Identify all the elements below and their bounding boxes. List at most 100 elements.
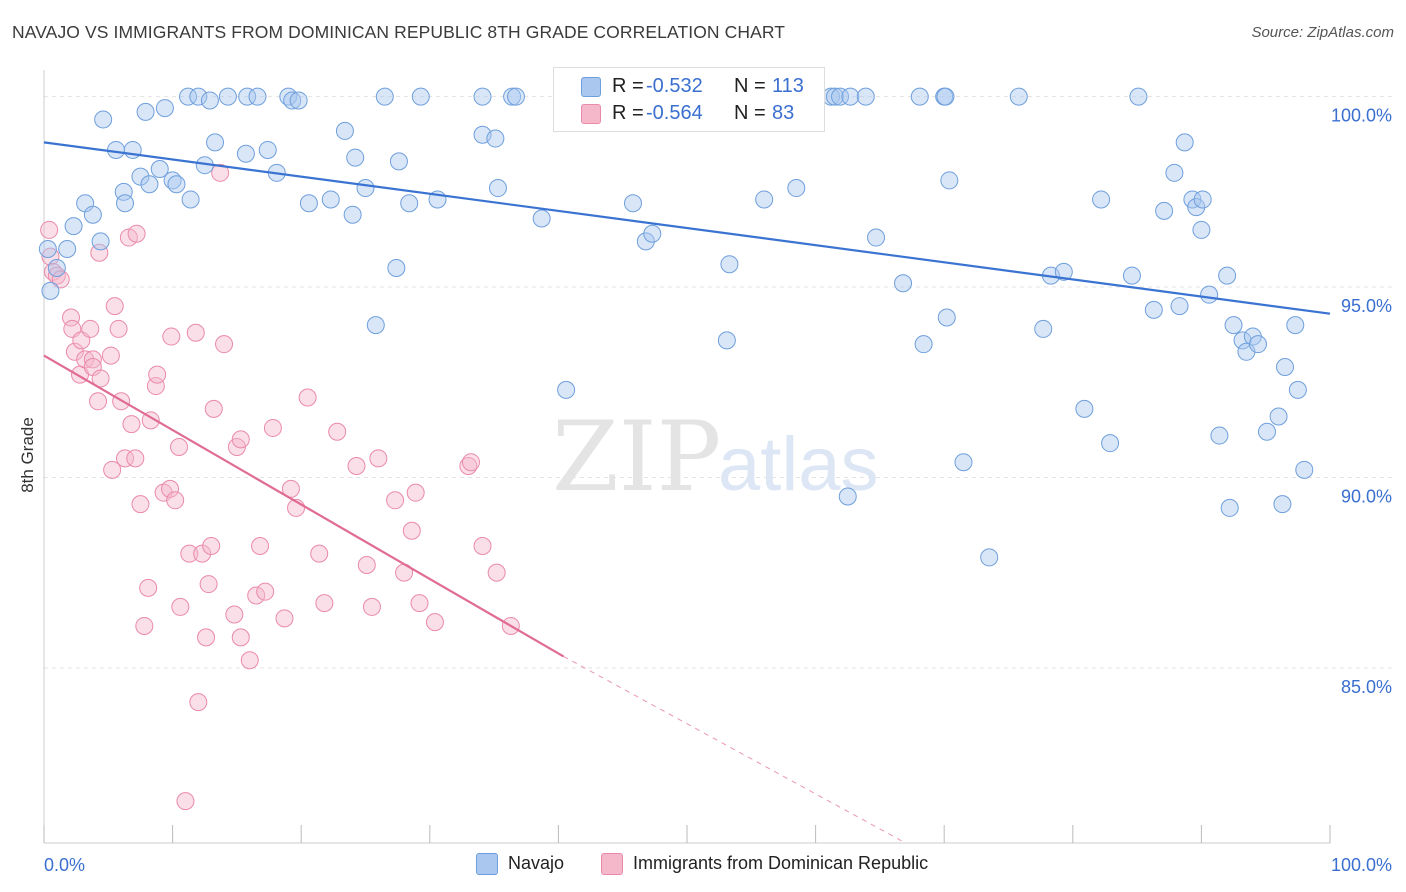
axes bbox=[43, 70, 1331, 844]
navajo-point bbox=[411, 87, 430, 106]
dominican-point bbox=[231, 430, 250, 449]
navajo-point bbox=[831, 87, 850, 106]
navajo-point bbox=[38, 239, 57, 258]
dominican-point bbox=[225, 605, 244, 624]
stats-n-label: N = bbox=[734, 75, 766, 97]
navajo-point bbox=[838, 487, 857, 506]
navajo-trend-line bbox=[43, 141, 1331, 315]
stats-r-value: -0.564 bbox=[646, 102, 703, 124]
navajo-point bbox=[488, 179, 507, 198]
navajo-point bbox=[1165, 163, 1184, 182]
navajo-point bbox=[107, 140, 126, 159]
navajo-point bbox=[1122, 266, 1141, 285]
dominican-point bbox=[126, 449, 145, 468]
dominican-point bbox=[161, 479, 180, 498]
chart-source: Source: ZipAtlas.com bbox=[1251, 24, 1394, 41]
navajo-point bbox=[1187, 198, 1206, 217]
navajo-point bbox=[755, 190, 774, 209]
dominican-point bbox=[166, 491, 185, 510]
dominican-point bbox=[193, 544, 212, 563]
navajo-point bbox=[167, 175, 186, 194]
navajo-point bbox=[1144, 300, 1163, 319]
legend-swatch-navajo bbox=[476, 853, 498, 875]
navajo-point bbox=[623, 194, 642, 213]
navajo-point bbox=[936, 87, 955, 106]
navajo-point bbox=[1286, 316, 1305, 335]
navajo-point bbox=[1210, 426, 1229, 445]
navajo-point bbox=[238, 87, 257, 106]
navajo-point bbox=[636, 232, 655, 251]
navajo-point bbox=[1192, 220, 1211, 239]
dominican-point bbox=[328, 422, 347, 441]
navajo-point bbox=[387, 259, 406, 278]
navajo-point bbox=[400, 194, 419, 213]
dominican-trend-extension bbox=[563, 655, 906, 844]
navajo-point bbox=[1075, 399, 1094, 418]
navajo-point bbox=[1101, 434, 1120, 453]
navajo-point bbox=[335, 121, 354, 140]
dominican-point bbox=[251, 536, 270, 555]
dominican-point bbox=[425, 613, 444, 632]
dominican-point bbox=[76, 350, 95, 369]
legend-label: Immigrants from Dominican Republic bbox=[633, 853, 929, 873]
navajo-point bbox=[1129, 87, 1148, 106]
stats-n-value: 83 bbox=[772, 102, 795, 124]
dominican-point bbox=[197, 628, 216, 647]
navajo-point bbox=[557, 380, 576, 399]
navajo-point bbox=[980, 548, 999, 567]
navajo-point bbox=[841, 87, 860, 106]
navajo-point bbox=[155, 99, 174, 118]
dominican-point bbox=[211, 163, 230, 182]
dominican-point bbox=[162, 327, 181, 346]
stats-swatch-navajo bbox=[581, 77, 601, 97]
dominican-point bbox=[199, 575, 218, 594]
y-tick-label: 95.0% bbox=[1341, 296, 1392, 316]
navajo-point bbox=[1220, 498, 1239, 517]
navajo-point bbox=[910, 87, 929, 106]
watermark-zip: ZIP bbox=[552, 401, 721, 513]
navajo-point bbox=[1034, 319, 1053, 338]
y-tick-label: 85.0% bbox=[1341, 677, 1392, 697]
dominican-point bbox=[122, 415, 141, 434]
navajo-point bbox=[366, 316, 385, 335]
navajo-point bbox=[1269, 407, 1288, 426]
navajo-point bbox=[356, 179, 375, 198]
navajo-point bbox=[1200, 285, 1219, 304]
y-axis-label: 8th Grade bbox=[18, 417, 37, 493]
dominican-point bbox=[116, 449, 135, 468]
navajo-point bbox=[140, 175, 159, 194]
dominican-point bbox=[310, 544, 329, 563]
dominican-point bbox=[171, 597, 190, 616]
navajo-point bbox=[248, 87, 267, 106]
dominican-point bbox=[62, 308, 81, 327]
navajo-point bbox=[131, 167, 150, 186]
navajo-point bbox=[1275, 358, 1294, 377]
navajo-point bbox=[179, 87, 198, 106]
dominican-point bbox=[127, 224, 146, 243]
stats-r-value: -0.532 bbox=[646, 75, 703, 97]
navajo-point bbox=[940, 171, 959, 190]
legend-label: Navajo bbox=[508, 853, 565, 873]
navajo-point bbox=[532, 209, 551, 228]
dominican-point bbox=[139, 578, 158, 597]
navajo-point bbox=[503, 87, 522, 106]
chart-title: NAVAJO VS IMMIGRANTS FROM DOMINICAN REPU… bbox=[12, 22, 786, 42]
navajo-point bbox=[954, 453, 973, 472]
dominican-point bbox=[202, 536, 221, 555]
navajo-point bbox=[1054, 262, 1073, 281]
navajo-point bbox=[346, 148, 365, 167]
navajo-point bbox=[1009, 87, 1028, 106]
dominican-point bbox=[148, 365, 167, 384]
dominican-point bbox=[247, 586, 266, 605]
dominican-point bbox=[231, 628, 250, 647]
dominican-point bbox=[90, 243, 109, 262]
stats-n-value: 113 bbox=[772, 75, 804, 97]
navajo-point bbox=[189, 87, 208, 106]
dominican-point bbox=[105, 297, 124, 316]
dominican-point bbox=[186, 323, 205, 342]
dominican-point bbox=[362, 597, 381, 616]
dominican-point bbox=[65, 342, 84, 361]
grid-lines bbox=[44, 96, 1392, 669]
dominican-point bbox=[170, 437, 189, 456]
navajo-point bbox=[506, 87, 525, 106]
